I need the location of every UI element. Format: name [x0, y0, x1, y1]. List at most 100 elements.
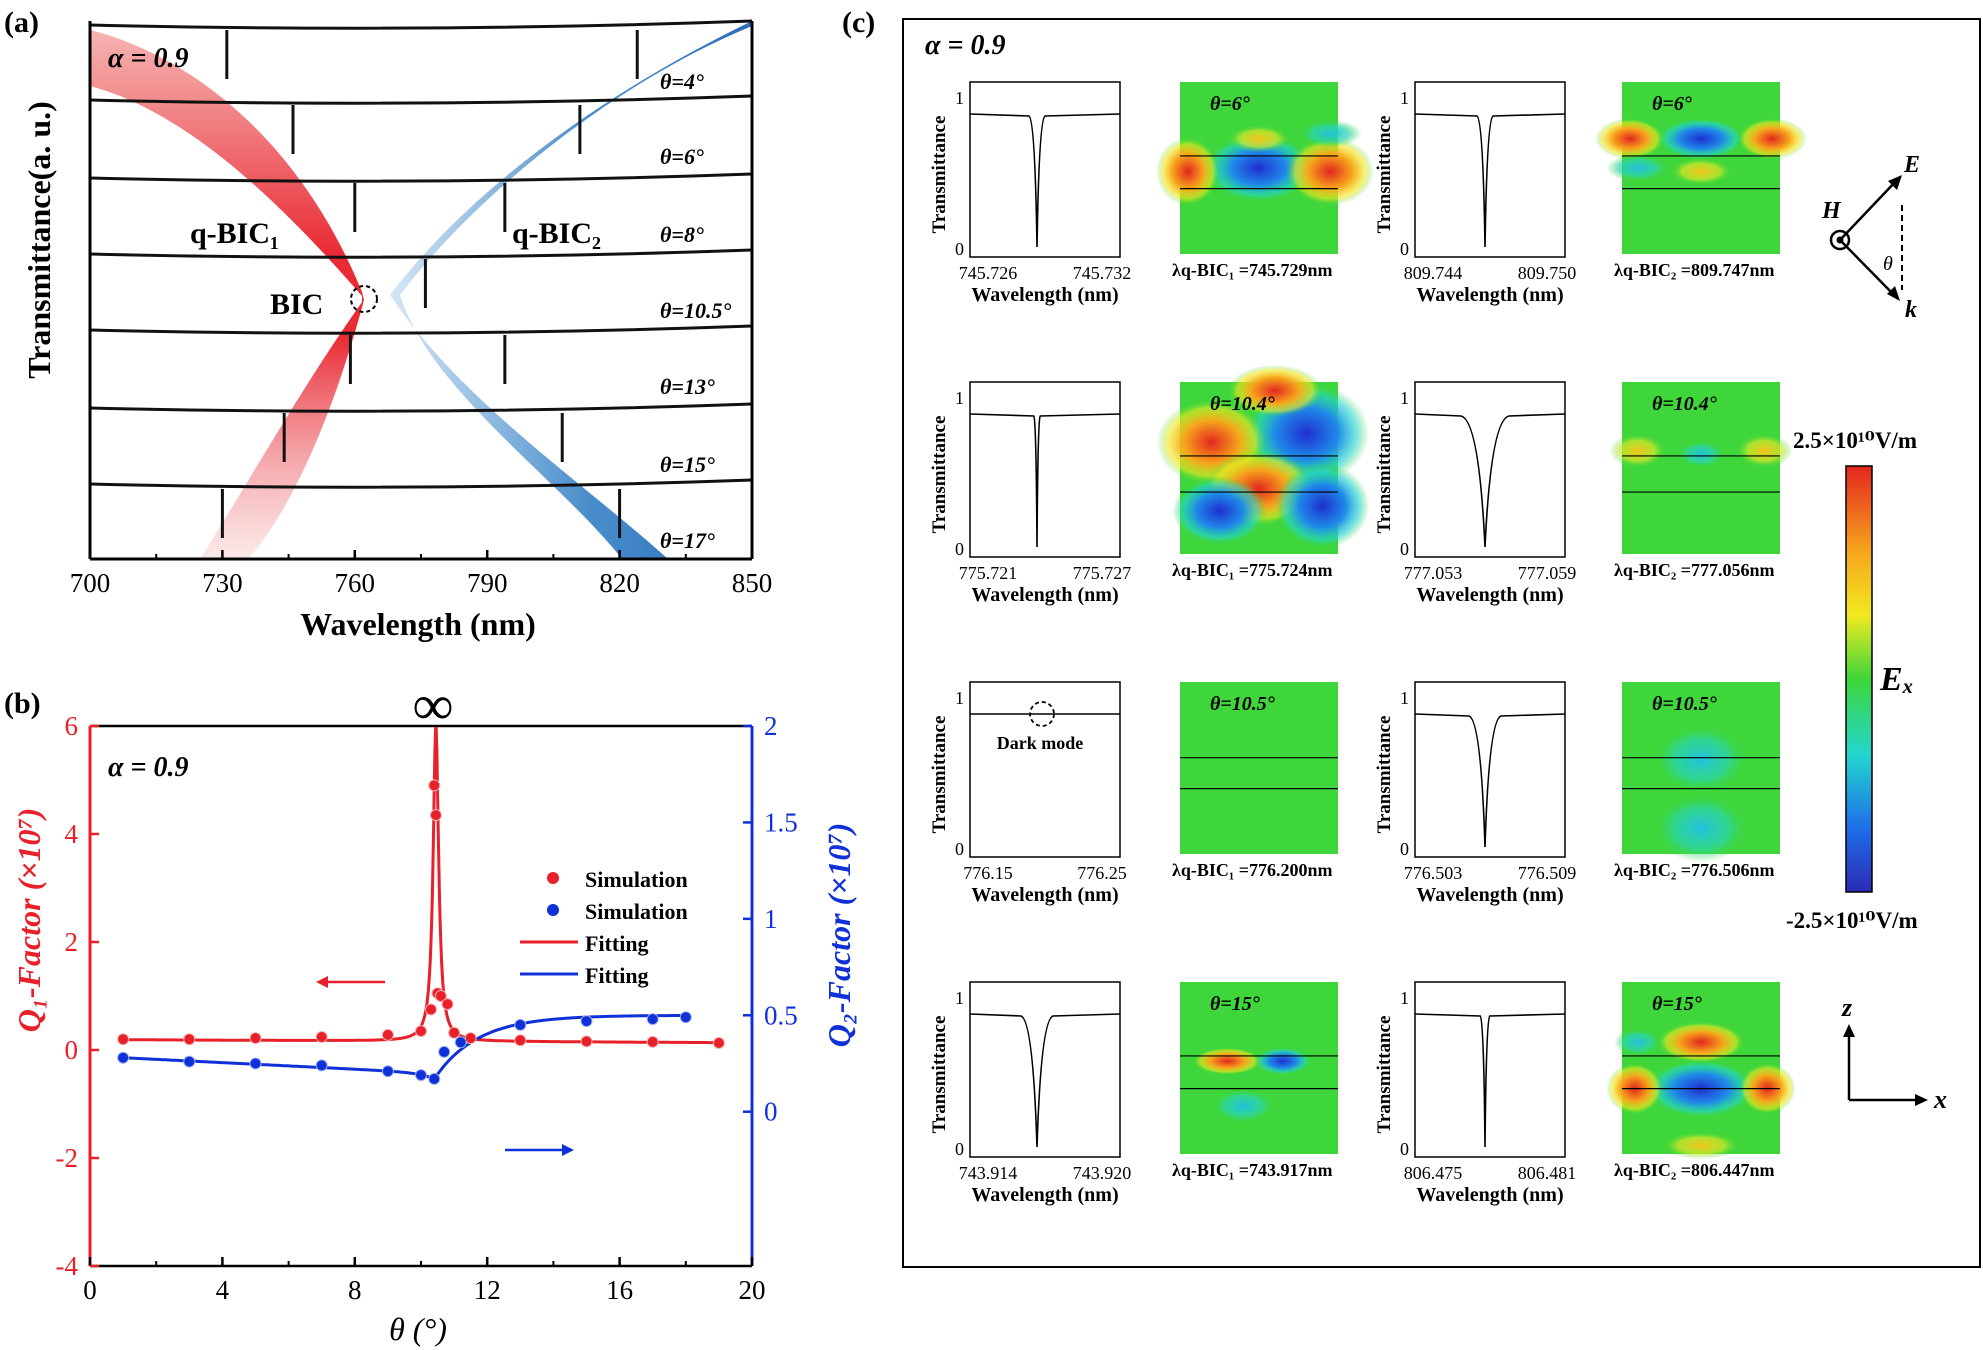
spectrum-ytick: 1 [955, 988, 964, 1008]
spectrum-line [89, 172, 753, 183]
spectrum-xlabel: Wavelength (nm) [1416, 1184, 1563, 1206]
q2-sim-point [454, 1036, 467, 1049]
spectrum-box [1414, 981, 1566, 1158]
spectrum-xlabel: Wavelength (nm) [971, 584, 1118, 606]
spectrum-ytick: 0 [1400, 1139, 1409, 1159]
field-lambda-label: λq-BIC₁ =776.200nm [1172, 860, 1333, 880]
spectrum-xlabel: Wavelength (nm) [1416, 284, 1563, 306]
field-blob [1211, 1088, 1275, 1124]
spectrum-xlabel: Wavelength (nm) [1416, 584, 1563, 606]
spectrum-box [969, 81, 1121, 258]
b-yl-tick-label: -2 [56, 1143, 79, 1173]
panel-b-ylabel-right: Q₂-Factor (×10⁷) [821, 823, 857, 1047]
b-yl-tick-label: 4 [65, 819, 79, 849]
a-xtick-label: 760 [335, 568, 376, 598]
field-map: θ=15° λq-BIC₂ =806.447nm [1606, 982, 1796, 1180]
spectrum-ytick: 0 [1400, 839, 1409, 859]
b-yr-tick-label: 0.5 [764, 1000, 798, 1030]
field-theta-label: θ=10.4° [1210, 393, 1275, 415]
field-blob [1274, 462, 1370, 549]
field-theta-label: θ=10.5° [1210, 693, 1275, 715]
q1-sim-point [464, 1032, 477, 1045]
q1-sim-point [712, 1036, 725, 1049]
label-qbic1: q-BIC₁ [190, 217, 279, 250]
field-map: θ=6° λq-BIC₁ =745.729nm [1156, 82, 1375, 280]
field-blob [1653, 725, 1749, 794]
spectrum-xlabel: Wavelength (nm) [971, 1184, 1118, 1206]
spectrum-ylabel: Transmittance [929, 116, 950, 234]
spectrum-curve [969, 413, 1121, 548]
k-vector-head [1887, 286, 1900, 301]
b-yr-tick-label: 0 [764, 1097, 778, 1127]
b-xtick-label: 8 [348, 1275, 362, 1305]
field-blob [1156, 137, 1220, 206]
spectrum-ylabel: Transmittance [929, 716, 950, 834]
a-xtick-label: 730 [202, 568, 243, 598]
spectrum-curve [1414, 413, 1566, 548]
spectrum-xtick: 776.509 [1518, 863, 1577, 883]
field-lambda-label: λq-BIC₂ =777.056nm [1614, 560, 1775, 580]
z-axis-head [1843, 1024, 1855, 1037]
vec-e: E [1903, 152, 1920, 178]
spectrum-box [1414, 681, 1566, 858]
field-map: θ=10.4° λq-BIC₂ =777.056nm [1609, 382, 1793, 580]
spectrum-line [89, 248, 753, 259]
arrow-right-blue-head [562, 1144, 574, 1156]
field-bg [1180, 682, 1338, 854]
spectrum-xtick: 776.503 [1404, 863, 1463, 883]
spectrum-box [969, 681, 1121, 858]
axis-z: z [1841, 993, 1853, 1022]
field-theta-label: θ=15° [1652, 993, 1702, 1015]
field-lambda-label: λq-BIC₂ =806.447nm [1614, 1160, 1775, 1180]
angle-label: θ=4° [660, 69, 704, 94]
panel-b-alpha: α = 0.9 [108, 752, 188, 783]
panel-b-ylabel-left: Q₁-Factor (×10⁷) [11, 808, 47, 1032]
legend-sim-blue-marker [547, 904, 559, 916]
spectrum-line [89, 94, 753, 105]
q2-sim-point [117, 1051, 130, 1064]
field-blob [1653, 793, 1749, 863]
legend-fit-blue: Fitting [585, 963, 649, 988]
spectrum-ytick: 0 [955, 839, 964, 859]
a-xtick-label: 850 [732, 568, 773, 598]
field-map: θ=10.4° λq-BIC₁ =775.724nm [1156, 364, 1370, 580]
b-yl-tick-label: 6 [65, 711, 79, 741]
e-vector [1839, 179, 1898, 241]
arrow-left-red-head [316, 976, 328, 988]
spectrum-ytick: 1 [1400, 988, 1409, 1008]
spectrum-xtick: 745.732 [1073, 263, 1132, 283]
spectrum-ytick: 0 [955, 239, 964, 259]
a-xtick-label: 790 [467, 568, 508, 598]
spectrum-xtick: 777.059 [1518, 563, 1577, 583]
panel-c-frame [902, 18, 1981, 1268]
angle-label: θ=6° [660, 144, 704, 169]
axis-x: x [1933, 1085, 1947, 1114]
b-xtick-label: 12 [474, 1275, 501, 1305]
q2-sim-point [514, 1018, 527, 1031]
angle-label: θ=8° [660, 222, 704, 247]
field-map: θ=10.5° λq-BIC₂ =776.506nm [1614, 682, 1780, 880]
spectrum-xlabel: Wavelength (nm) [971, 284, 1118, 306]
e-vector-head [1888, 175, 1902, 190]
vec-k: k [1905, 297, 1917, 323]
field-bg [1622, 382, 1780, 554]
spectrum-ytick: 1 [955, 88, 964, 108]
spectrum-box [1414, 381, 1566, 558]
spectrum-xtick: 777.053 [1404, 563, 1463, 583]
q1-sim-point [117, 1033, 130, 1046]
q2-sim-point [438, 1045, 451, 1058]
x-axis-head [1915, 1094, 1928, 1106]
legend-sim-red: Simulation [585, 867, 688, 892]
field-map: θ=15° λq-BIC₁ =743.917nm [1172, 982, 1338, 1180]
panel-a: (a) θ=4° θ=6° θ=8° θ=10.5° θ=13° θ=15° θ=17° 70… [4, 6, 772, 642]
legend-sim-red-marker [547, 872, 559, 884]
bic-marker [350, 285, 378, 313]
panel-b-label: (b) [4, 687, 41, 720]
q1-sim-point [381, 1028, 394, 1041]
b-xtick-label: 0 [83, 1275, 97, 1305]
